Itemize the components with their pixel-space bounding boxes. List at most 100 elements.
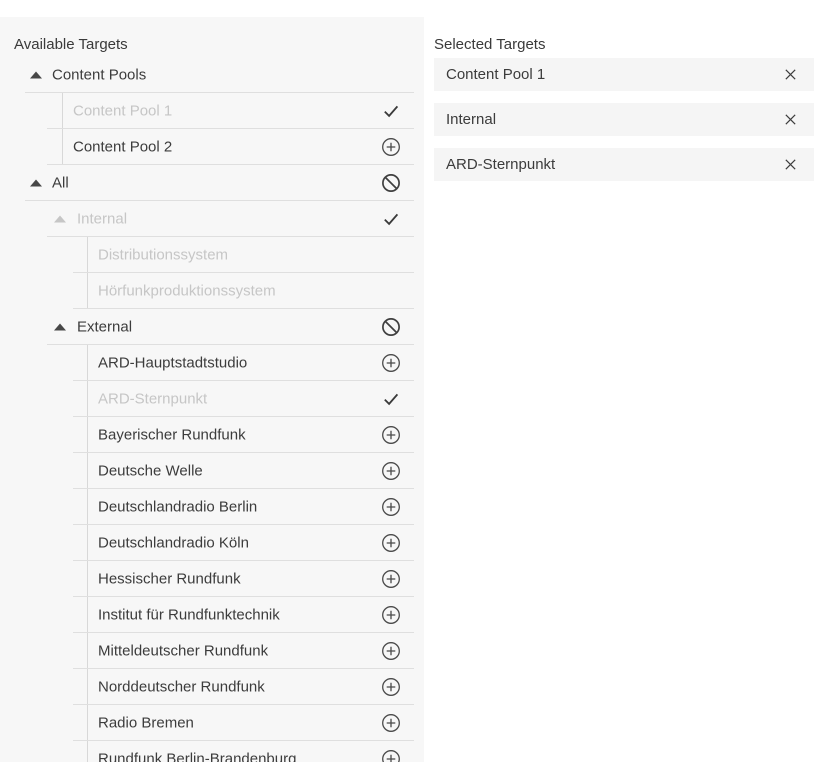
- tree-item[interactable]: Bayerischer Rundfunk: [0, 417, 424, 453]
- selected-target-chip: Internal: [434, 103, 814, 136]
- tree-item[interactable]: Institut für Rundfunktechnik: [0, 597, 424, 633]
- add-circle-icon[interactable]: [381, 461, 401, 481]
- add-circle-icon[interactable]: [381, 605, 401, 625]
- chevron-up-icon[interactable]: [30, 71, 42, 79]
- tree-item[interactable]: Deutschlandradio Köln: [0, 525, 424, 561]
- tree-item-label: Content Pool 2: [73, 138, 173, 156]
- tree-item-label: Mitteldeutscher Rundfunk: [98, 642, 269, 660]
- remove-target-button[interactable]: [780, 110, 800, 130]
- available-targets-tree: Content Pools Content Pool 1 Content Pool …: [0, 57, 424, 762]
- tree-item[interactable]: Norddeutscher Rundfunk: [0, 669, 424, 705]
- row-divider: [73, 524, 414, 525]
- tree-item-label: ARD-Sternpunkt: [98, 390, 208, 408]
- add-circle-icon[interactable]: [381, 425, 401, 445]
- row-divider: [73, 308, 414, 309]
- tree-item-label: Content Pools: [52, 66, 147, 84]
- tree-item-label: Content Pool 1: [73, 102, 173, 120]
- add-circle-icon[interactable]: [381, 641, 401, 661]
- tree-guide-line: [87, 273, 88, 309]
- tree-item[interactable]: Content Pool 2: [0, 129, 424, 165]
- tree-guide-line: [87, 597, 88, 633]
- tree-item[interactable]: Content Pools: [0, 57, 424, 93]
- selected-target-label: ARD-Sternpunkt: [446, 156, 556, 173]
- add-circle-icon[interactable]: [381, 713, 401, 733]
- selected-target-chip: ARD-Sternpunkt: [434, 148, 814, 181]
- tree-item-label: All: [52, 174, 69, 192]
- tree-guide-line: [87, 489, 88, 525]
- add-circle-icon[interactable]: [381, 569, 401, 589]
- tree-item: Internal: [0, 201, 424, 237]
- tree-item[interactable]: Mitteldeutscher Rundfunk: [0, 633, 424, 669]
- add-circle-icon[interactable]: [381, 749, 401, 762]
- add-circle-icon[interactable]: [381, 677, 401, 697]
- add-circle-icon[interactable]: [381, 497, 401, 517]
- row-divider: [73, 596, 414, 597]
- row-divider: [47, 236, 414, 237]
- tree-item[interactable]: All: [0, 165, 424, 201]
- tree-guide-line: [87, 705, 88, 741]
- block-icon: [381, 317, 401, 337]
- tree-item-label: Hörfunkproduktionssystem: [98, 282, 276, 300]
- tree-guide-line: [87, 669, 88, 705]
- tree-item-label: Bayerischer Rundfunk: [98, 426, 246, 444]
- chevron-up-icon[interactable]: [54, 215, 66, 223]
- tree-guide-line: [62, 93, 63, 129]
- tree-item-label: Radio Bremen: [98, 714, 194, 732]
- tree-item: ARD-Sternpunkt: [0, 381, 424, 417]
- remove-target-button[interactable]: [780, 65, 800, 85]
- check-icon: [381, 389, 401, 409]
- add-circle-icon[interactable]: [381, 353, 401, 373]
- tree-item[interactable]: Rundfunk Berlin-Brandenburg: [0, 741, 424, 762]
- close-icon: [782, 66, 799, 83]
- tree-item-label: Deutschlandradio Köln: [98, 534, 249, 552]
- tree-guide-line: [87, 417, 88, 453]
- row-divider: [73, 632, 414, 633]
- available-targets-title: Available Targets: [14, 36, 128, 53]
- row-divider: [73, 380, 414, 381]
- row-divider: [47, 164, 414, 165]
- check-icon: [381, 101, 401, 121]
- row-divider: [47, 128, 414, 129]
- tree-item: Distributionssystem: [0, 237, 424, 273]
- tree-item[interactable]: Radio Bremen: [0, 705, 424, 741]
- tree-guide-line: [87, 381, 88, 417]
- tree-item[interactable]: Deutschlandradio Berlin: [0, 489, 424, 525]
- tree-item-label: Rundfunk Berlin-Brandenburg: [98, 750, 297, 762]
- close-icon: [782, 156, 799, 173]
- chevron-up-icon[interactable]: [54, 323, 66, 331]
- selected-target-label: Content Pool 1: [446, 66, 546, 83]
- row-divider: [47, 344, 414, 345]
- tree-item[interactable]: Hessischer Rundfunk: [0, 561, 424, 597]
- add-circle-icon[interactable]: [381, 137, 401, 157]
- selected-target-chip: Content Pool 1: [434, 58, 814, 91]
- block-icon: [381, 173, 401, 193]
- row-divider: [25, 200, 414, 201]
- tree-item: Hörfunkproduktionssystem: [0, 273, 424, 309]
- tree-item-label: External: [77, 318, 133, 336]
- chevron-up-icon[interactable]: [30, 179, 42, 187]
- tree-item-label: Deutschlandradio Berlin: [98, 498, 258, 516]
- check-icon: [381, 209, 401, 229]
- tree-item[interactable]: External: [0, 309, 424, 345]
- tree-guide-line: [62, 129, 63, 165]
- tree-item[interactable]: ARD-Hauptstadtstudio: [0, 345, 424, 381]
- selected-targets-list: Content Pool 1 Internal ARD-Sternpunkt: [434, 58, 814, 193]
- tree-guide-line: [87, 561, 88, 597]
- row-divider: [73, 560, 414, 561]
- tree-guide-line: [87, 345, 88, 381]
- tree-guide-line: [87, 633, 88, 669]
- row-divider: [73, 416, 414, 417]
- tree-item[interactable]: Deutsche Welle: [0, 453, 424, 489]
- tree-item-label: Deutsche Welle: [98, 462, 203, 480]
- add-circle-icon[interactable]: [381, 533, 401, 553]
- remove-target-button[interactable]: [780, 155, 800, 175]
- tree-item-label: Internal: [77, 210, 128, 228]
- row-divider: [73, 740, 414, 741]
- tree-guide-line: [87, 237, 88, 273]
- row-divider: [73, 272, 414, 273]
- row-divider: [73, 668, 414, 669]
- selected-target-label: Internal: [446, 111, 497, 128]
- tree-item-label: Hessischer Rundfunk: [98, 570, 241, 588]
- available-targets-panel: Available Targets Content Pools Content P…: [0, 17, 424, 762]
- row-divider: [73, 452, 414, 453]
